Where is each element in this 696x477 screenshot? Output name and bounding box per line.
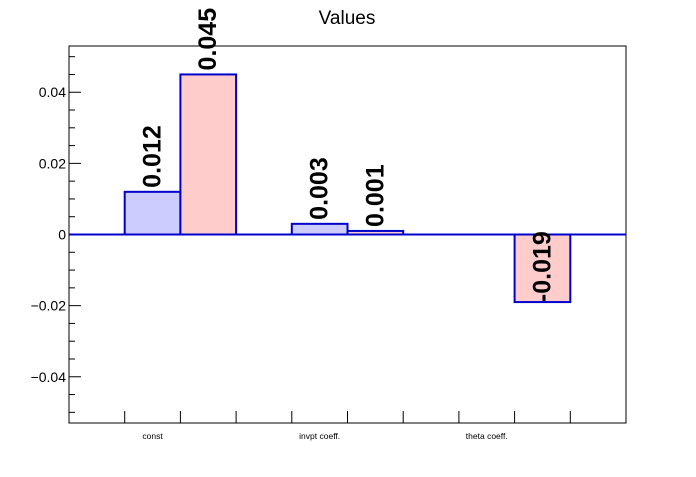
x-category-label: invpt coeff. bbox=[299, 431, 340, 441]
y-tick-label: −0.02 bbox=[31, 298, 67, 314]
x-category-label: const bbox=[142, 431, 163, 441]
y-tick-label: 0.02 bbox=[39, 155, 66, 171]
bar-value-label: -0.019 bbox=[528, 231, 556, 302]
chart-title: Values bbox=[319, 8, 376, 29]
bars bbox=[123, 73, 572, 304]
y-tick-label: 0 bbox=[58, 227, 66, 243]
bar-value-label: 0.003 bbox=[306, 157, 334, 220]
bar bbox=[290, 222, 349, 236]
data-labels: 0.012 0.003 0.045 0.001 -0.019 bbox=[139, 8, 557, 302]
axes: −0.04 −0.02 0 0.02 0.04 const invpt coeff. thet… bbox=[31, 45, 627, 441]
x-category-label: theta coeff. bbox=[466, 431, 508, 441]
bar-value-label: 0.045 bbox=[194, 8, 222, 71]
y-tick-label: −0.04 bbox=[31, 369, 67, 385]
bar-value-label: 0.012 bbox=[139, 125, 167, 188]
bar-value-label: 0.001 bbox=[361, 164, 389, 227]
bar bbox=[179, 73, 238, 236]
y-tick-label: 0.04 bbox=[39, 84, 66, 100]
bar bbox=[123, 190, 182, 236]
